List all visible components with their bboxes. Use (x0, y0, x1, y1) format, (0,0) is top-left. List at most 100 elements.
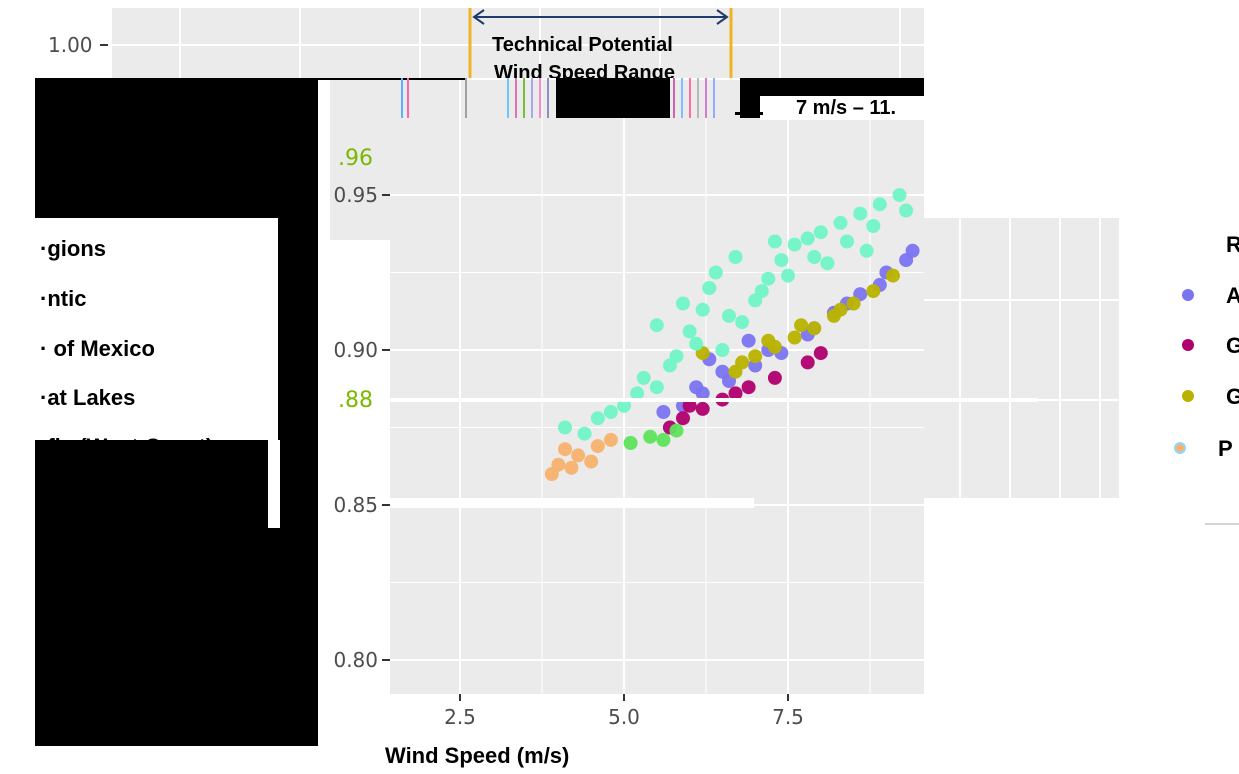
point-s2-3 (787, 330, 802, 345)
point-s4-35 (649, 318, 664, 333)
point-s0-11 (689, 380, 704, 395)
legend-left-box (35, 218, 278, 440)
point-s4-1 (590, 411, 605, 426)
point-s0-17 (899, 253, 914, 268)
point-s4-23 (722, 308, 736, 323)
point-s4-26 (807, 250, 822, 264)
point-s0-12 (715, 364, 730, 379)
annotation-range-text: 7 m/s – 11. (796, 97, 897, 119)
point-s4-11 (761, 271, 776, 286)
point-s5-0 (623, 436, 638, 450)
legend-title: ·gions (40, 236, 106, 261)
x-tick-label-0: 2.5 (444, 705, 476, 729)
legend-right-title: R (1226, 232, 1239, 257)
legend-dot-gulf (1182, 339, 1194, 351)
points-layer (544, 188, 920, 481)
y-ticks: 0.80 0.85 0.90 0.95 (333, 183, 390, 672)
point-s4-14 (800, 231, 815, 246)
point-s4-6 (695, 302, 710, 317)
point-s4-39 (859, 243, 874, 258)
annotation-black-patch (556, 78, 670, 118)
legend-dot-pacific (1174, 442, 1186, 454)
point-s2-7 (866, 284, 881, 299)
annotation-range-box (760, 96, 924, 120)
range-arrow (472, 9, 729, 25)
annotation-dash (735, 112, 763, 115)
point-s4-21 (662, 358, 677, 373)
point-s2-6 (846, 296, 861, 311)
point-s0-0 (656, 405, 671, 419)
point-s4-3 (649, 380, 664, 395)
annotation-title-line2: Wind Speed Range (494, 62, 675, 78)
legend-item-great-lakes: ·at Lakes (40, 385, 136, 410)
point-s4-30 (603, 405, 618, 419)
right-panel-slice (924, 218, 1119, 498)
point-s1-2 (695, 401, 710, 416)
point-s4-18 (872, 197, 887, 212)
annotation-title-line1: Technical Potential (492, 34, 673, 56)
point-s4-33 (728, 250, 743, 264)
point-s3-3 (571, 448, 586, 463)
point-s1-7 (813, 346, 828, 361)
point-s4-5 (682, 324, 697, 339)
point-s4-22 (689, 336, 704, 351)
point-s4-34 (767, 234, 782, 249)
point-s1-9 (728, 386, 743, 401)
point-s4-0 (558, 420, 572, 435)
point-s4-16 (833, 215, 848, 230)
point-s2-13 (728, 364, 743, 379)
point-s1-1 (676, 411, 690, 426)
legend-right-item-gulf: G (1226, 333, 1239, 358)
point-s4-20 (636, 370, 651, 385)
point-s5-2 (656, 432, 671, 447)
legend-right-item-atlantic: A (1226, 283, 1239, 308)
point-s4-25 (781, 268, 795, 283)
y-tick-label-0: 0.80 (333, 648, 378, 672)
point-s4-2 (617, 398, 631, 413)
point-s4-24 (754, 284, 769, 299)
point-s3-2 (564, 460, 579, 475)
point-s2-1 (748, 349, 763, 364)
x-tick-label-1: 5.0 (608, 705, 640, 729)
point-s5-3 (669, 423, 684, 438)
point-s4-13 (787, 237, 802, 252)
highlight-label-88: .88 (338, 388, 373, 413)
legend-item-atlantic: ·ntic (40, 286, 87, 311)
y-tick-mark-top (100, 44, 108, 46)
x-axis-title: Wind Speed (m/s) (385, 743, 570, 768)
point-s2-4 (807, 321, 822, 336)
point-s1-6 (800, 355, 815, 370)
point-s4-27 (840, 234, 854, 249)
point-s4-17 (853, 206, 868, 221)
point-s2-11 (833, 302, 848, 317)
point-s1-4 (741, 380, 756, 395)
point-s2-9 (761, 333, 776, 348)
point-s2-8 (886, 268, 900, 283)
point-s4-32 (708, 265, 723, 280)
point-s4-19 (892, 188, 907, 202)
point-s0-19 (741, 333, 756, 348)
point-s4-7 (702, 281, 717, 295)
point-s1-5 (767, 370, 782, 385)
left-panel-slice-gray (330, 80, 390, 240)
highlight-label-96: .96 (338, 146, 373, 171)
point-s3-4 (584, 454, 599, 469)
y-tick-label-3: 0.95 (333, 183, 378, 207)
point-s4-12 (774, 253, 789, 268)
legend-dot-atlantic (1182, 289, 1194, 301)
annotation-black-patch-2 (628, 78, 650, 118)
point-s4-9 (735, 315, 750, 330)
legend-right-item-pacific: P (1218, 436, 1233, 461)
point-s4-36 (676, 296, 690, 311)
point-s3-5 (558, 442, 572, 457)
point-s4-31 (630, 386, 645, 401)
point-s3-6 (590, 439, 605, 454)
x-tick-label-2: 7.5 (772, 705, 804, 729)
legend-item-gulf: · of Mexico (40, 336, 155, 361)
point-s4-8 (715, 343, 730, 357)
point-s4-28 (866, 219, 881, 233)
white-band-lower (384, 498, 754, 508)
x-ticks: 2.5 5.0 7.5 (444, 694, 804, 729)
point-s2-10 (794, 318, 809, 333)
